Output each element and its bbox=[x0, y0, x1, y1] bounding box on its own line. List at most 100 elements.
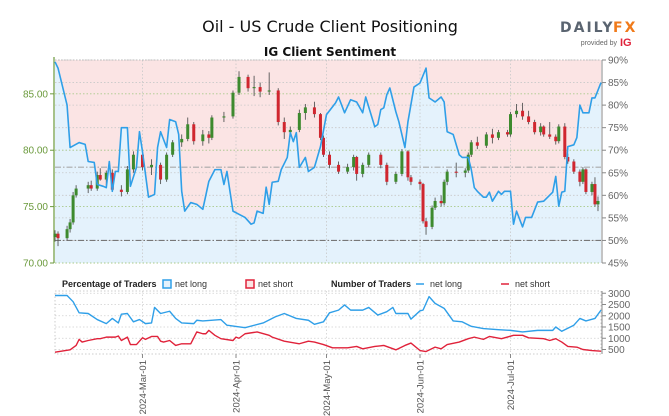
candle-bearish bbox=[56, 233, 60, 239]
logo-provided-by: provided by bbox=[581, 40, 618, 47]
candle-bearish bbox=[321, 137, 325, 155]
price-tick-label: 70.00 bbox=[23, 259, 48, 270]
candle-bearish bbox=[505, 132, 509, 135]
candle-bullish bbox=[596, 200, 600, 205]
date-tick-label: 2024-Jul-01 bbox=[506, 360, 517, 410]
candle-bearish bbox=[119, 189, 123, 192]
candle-bullish bbox=[252, 87, 256, 89]
candle-bullish bbox=[171, 142, 175, 155]
candle-bearish bbox=[192, 124, 196, 142]
candle-bullish bbox=[430, 207, 434, 227]
candle-bearish bbox=[475, 142, 479, 146]
candle-bearish bbox=[207, 134, 211, 138]
candle-bearish bbox=[454, 171, 458, 173]
count-tick-label: 3000 bbox=[608, 289, 631, 300]
chart-title: Oil - US Crude Client Positioning bbox=[202, 17, 458, 36]
candle-bearish bbox=[379, 154, 383, 165]
candle-bullish bbox=[125, 169, 129, 192]
pct-tick-label: 55% bbox=[608, 213, 628, 224]
candle-bearish bbox=[98, 175, 102, 180]
pct-tick-label: 60% bbox=[608, 191, 628, 202]
candle-bearish bbox=[110, 172, 114, 190]
candle-bearish bbox=[572, 161, 576, 172]
dailyfx-logo: DAILY FX provided by IG bbox=[560, 20, 635, 49]
candle-bullish bbox=[65, 229, 69, 239]
legend-percentage-title: Percentage of Traders bbox=[62, 279, 157, 289]
candle-bullish bbox=[53, 233, 57, 238]
candle-bullish bbox=[201, 134, 205, 142]
candle-bearish bbox=[490, 134, 494, 138]
chart-subtitle: IG Client Sentiment bbox=[264, 45, 396, 59]
count-tick-label: 1500 bbox=[608, 323, 631, 334]
date-axis: 2024-Mar-01 2024-Apr-01 2024-May-01 2024-Ju… bbox=[138, 354, 517, 416]
legend-pct-short: net short bbox=[258, 279, 294, 289]
trader-panel-frame bbox=[54, 290, 602, 355]
candle-bearish bbox=[385, 164, 389, 182]
candle-bearish bbox=[246, 76, 250, 89]
candle-bearish bbox=[584, 169, 588, 192]
legend-pct-short-swatch bbox=[245, 279, 255, 289]
count-net-short-line bbox=[54, 329, 602, 353]
candle-bullish bbox=[74, 188, 78, 196]
count-tick-label: 1000 bbox=[608, 334, 631, 345]
pct-tick-label: 85% bbox=[608, 78, 628, 89]
candle-bullish bbox=[297, 113, 301, 130]
candle-bearish bbox=[554, 136, 558, 142]
candle-bearish bbox=[578, 171, 582, 182]
candle-bearish bbox=[533, 122, 537, 133]
pct-tick-label: 75% bbox=[608, 123, 628, 134]
candle-bearish bbox=[89, 185, 93, 189]
date-tick-label: 2024-Apr-01 bbox=[231, 360, 242, 413]
date-tick-label: 2024-Jun-01 bbox=[416, 360, 427, 413]
legend-pct-long: net long bbox=[175, 279, 207, 289]
pct-tick-label: 70% bbox=[608, 146, 628, 157]
candle-bullish bbox=[394, 173, 398, 182]
candle-bullish bbox=[515, 110, 519, 115]
candle-bearish bbox=[276, 90, 280, 123]
count-tick-label: 500 bbox=[608, 345, 625, 356]
candle-bullish bbox=[352, 156, 356, 168]
pct-tick-label: 90% bbox=[608, 56, 628, 67]
candle-bullish bbox=[346, 167, 350, 172]
pct-tick-label: 80% bbox=[608, 101, 628, 112]
candle-bearish bbox=[406, 151, 410, 178]
candle-bullish bbox=[469, 142, 473, 155]
candle-bullish bbox=[222, 116, 226, 118]
logo-ig: IG bbox=[620, 37, 632, 49]
candle-bearish bbox=[542, 126, 546, 135]
candle-bullish bbox=[165, 154, 169, 180]
candle-bearish bbox=[312, 107, 316, 115]
candle-bearish bbox=[424, 221, 428, 227]
legend-num-short: net short bbox=[515, 279, 551, 289]
date-tick-label: 2024-Mar-01 bbox=[138, 360, 149, 414]
candle-bullish bbox=[442, 181, 446, 204]
pct-tick-label: 50% bbox=[608, 236, 628, 247]
count-tick-label: 2500 bbox=[608, 300, 631, 311]
candle-bullish bbox=[361, 164, 365, 174]
candle-bearish bbox=[318, 114, 322, 138]
candle-bullish bbox=[71, 195, 75, 223]
candle-bullish bbox=[237, 76, 241, 93]
candle-bullish bbox=[367, 154, 371, 165]
candle-bullish bbox=[509, 114, 513, 135]
count-net-long-line bbox=[55, 294, 602, 333]
candle-bearish bbox=[140, 154, 144, 168]
legend-pct-long-swatch bbox=[162, 279, 172, 289]
price-tick-label: 75.00 bbox=[23, 202, 48, 213]
price-tick-label: 85.00 bbox=[23, 89, 48, 100]
candle-bullish bbox=[557, 126, 561, 142]
candle-bullish bbox=[463, 170, 467, 173]
count-tick-label: 2000 bbox=[608, 311, 631, 322]
pct-tick-label: 65% bbox=[608, 168, 628, 179]
net-long-area bbox=[55, 61, 601, 263]
candle-bullish bbox=[303, 107, 307, 114]
candle-bullish bbox=[150, 164, 154, 168]
candle-bearish bbox=[566, 156, 570, 162]
candle-bullish bbox=[131, 154, 135, 170]
candle-bullish bbox=[210, 117, 214, 138]
candle-bullish bbox=[400, 151, 404, 174]
price-sentiment-panel: 45% 50% 55% 60% 65% 70% 75% 80% 85% 90% 70.00 75.00… bbox=[23, 56, 628, 270]
candle-bearish bbox=[409, 177, 413, 182]
